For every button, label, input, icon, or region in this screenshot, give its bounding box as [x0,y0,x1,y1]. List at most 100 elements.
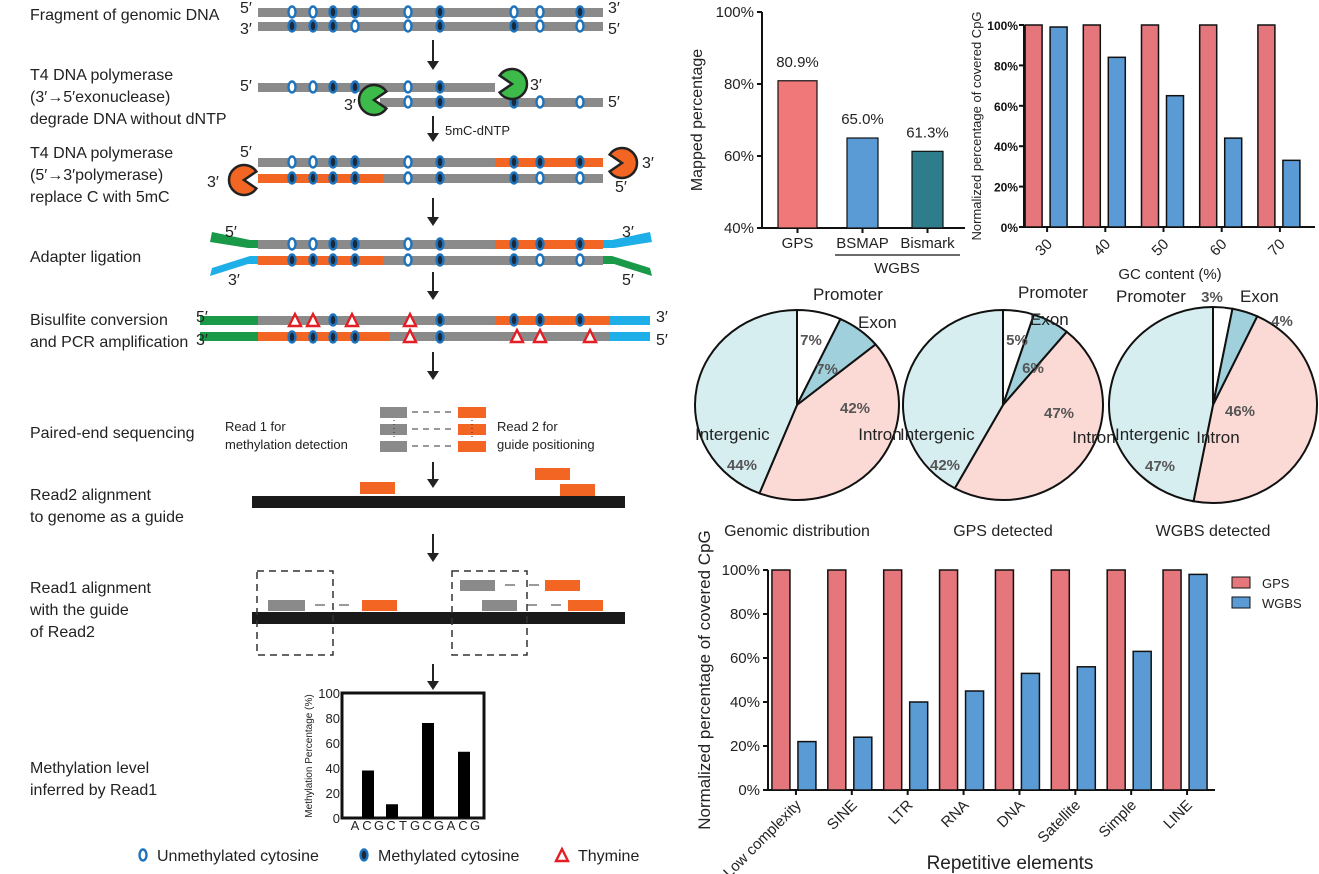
step-label: degrade DNA without dNTP [30,111,227,128]
unmethylated-cytosine-icon [403,155,413,169]
legend-label: Methylated cytosine [378,848,520,865]
pie-percent-label: 5% [1006,332,1028,349]
gps-bar [1024,24,1043,228]
step-label: Fragment of genomic DNA [30,7,220,24]
methylated-cytosine-icon [435,171,445,185]
thymine-triangle-icon [305,311,321,328]
pie-title: Genomic distribution [724,523,870,540]
dna-strand [258,316,495,325]
y-tick-label: 40 [326,761,340,776]
y-tick-label: 80% [994,59,1018,73]
mapped-bar [777,80,818,229]
unmethylated-cytosine-icon [403,171,413,185]
pie-slice-intergenic [1108,305,1214,503]
unmethylated-cytosine-icon [403,80,413,94]
methylated-cytosine-icon [328,80,338,94]
gps-bar [1162,569,1182,791]
legend-swatch [1231,576,1251,589]
methylated-cytosine-icon [509,237,519,251]
pie-percent-label: 47% [1145,458,1175,475]
mapped-bar [846,137,879,229]
methylated-cytosine-icon [328,171,338,185]
five-prime-label: 5′ [622,272,634,289]
x-tick-label: 70 [1265,236,1289,260]
x-tick-label: G [470,818,480,833]
step-label: Methylation level [30,760,149,777]
arrow-down-icon [427,133,439,142]
dntp-label: 5mC-dNTP [445,123,510,138]
methylated-cytosine-icon [575,237,585,251]
wgbs-bar [1188,573,1208,791]
three-prime-label: 3′ [642,155,654,172]
mapped-bar [911,150,944,229]
gps-bar [1050,569,1071,791]
step-label: inferred by Read1 [30,782,157,799]
methylated-cytosine-icon [509,171,519,185]
unmethylated-cytosine-icon [308,5,318,19]
step-label: (5′→3′polymerase) [30,167,163,184]
pie-slice-label: Promoter [1116,287,1186,306]
methylated-cytosine-icon [308,171,318,185]
gps-bar [1082,24,1102,228]
read1-segment [380,407,407,418]
genome-bar [252,496,625,508]
dna-strand [258,8,603,17]
y-tick-label: 20% [994,181,1018,195]
read2-segment [458,441,486,452]
x-tick-label: Simple [1096,797,1140,841]
methylated-cytosine-icon [435,237,445,251]
wgbs-bar [1076,666,1097,791]
five-prime-label: 5′ [196,309,208,326]
methylated-cytosine-icon [509,313,519,327]
dna-strand [258,240,495,249]
unmethylated-cytosine-icon [350,19,360,33]
methylation-bar [386,804,398,818]
pie-percent-label: 6% [1022,360,1044,377]
arrow-down-icon [427,291,439,300]
thymine-triangle-icon [344,311,360,328]
gps-bar [771,569,791,791]
methylated-cytosine-icon [435,330,445,344]
methylated-cytosine-icon [435,313,445,327]
read1-label: Read 1 for [225,419,286,434]
x-tick-label: LINE [1160,797,1196,833]
legend-swatch [1231,596,1251,609]
five-prime-label: 5′ [615,179,627,196]
read2-segment [568,600,603,611]
unmethylated-cytosine-icon [535,5,545,19]
wgbs-bar [1282,159,1301,228]
step-label: Paired-end sequencing [30,425,195,442]
wgbs-bar [964,690,985,791]
dna-strand [200,332,258,341]
dna-strand [380,98,603,107]
step-label: to genome as a guide [30,509,184,526]
methylated-cytosine-icon [350,330,360,344]
y-tick-label: 100% [987,19,1018,33]
five-prime-label: 5′ [240,144,252,161]
dna-strand [495,240,603,249]
methylated-cytosine-icon [328,330,338,344]
thymine-triangle-icon [582,327,598,344]
methylated-cytosine-icon [328,237,338,251]
methylated-cytosine-icon [350,80,360,94]
x-tick-label: C [458,818,467,833]
y-tick-label: 40% [724,220,754,237]
unmethylated-cytosine-icon [308,80,318,94]
y-axis-label: Mapped percentage [689,49,706,191]
methylated-cytosine-icon [350,155,360,169]
unmethylated-cytosine-icon [509,5,519,19]
arrow-down-icon [427,553,439,562]
unmethylated-cytosine-icon [575,19,585,33]
pie-slice-label: Intron [1072,428,1115,447]
y-tick-label: 80% [730,606,760,623]
thymine-triangle-icon [532,327,548,344]
dna-strand [200,316,258,325]
pie-percent-label: 7% [800,332,822,349]
y-tick-label: 80% [724,76,754,93]
y-tick-label: 100% [722,562,760,579]
pie-slice-label: Exon [858,313,897,332]
methylated-cytosine-icon [328,5,338,19]
data-label: 80.9% [776,54,819,71]
pie-slice-intron [1192,315,1318,504]
pie-slice-intergenic [902,308,1004,490]
